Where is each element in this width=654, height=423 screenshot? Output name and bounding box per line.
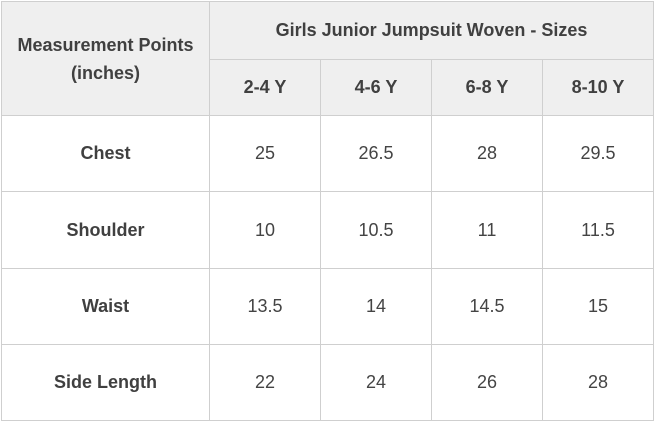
size-header: 8-10 Y: [541, 59, 654, 117]
table-cell: 10.5: [320, 191, 432, 269]
table-cell: 28: [541, 343, 654, 422]
header-row-sizes: 2-4 Y 4-6 Y 6-8 Y 8-10 Y: [2, 59, 654, 117]
table-cell: 22: [209, 343, 321, 422]
table-cell: 14.5: [431, 267, 543, 345]
measurement-units-label: (inches): [70, 62, 140, 83]
table-row: Side Length 22 24 26 28: [1, 343, 654, 422]
sizes-group-header: Girls Junior Jumpsuit Woven - Sizes: [208, 0, 654, 61]
row-label-shoulder: Shoulder: [1, 191, 210, 269]
row-label-chest: Chest: [1, 115, 210, 193]
table-cell: 11: [431, 191, 543, 269]
table-row: Waist 13.5 14 14.5 15: [1, 267, 654, 345]
size-header: 6-8 Y: [431, 59, 543, 117]
table-row: Shoulder 10 10.5 11 11.5: [1, 191, 654, 269]
table-cell: 13.5: [209, 267, 321, 345]
row-label-side-length: Side Length: [1, 343, 210, 422]
table-cell: 29.5: [541, 115, 654, 193]
size-header: 2-4 Y: [209, 59, 321, 117]
table-cell: 25: [209, 115, 321, 193]
table-cell: 26.5: [320, 115, 432, 193]
table-row: Chest 25 26.5 28 29.5: [1, 115, 654, 193]
table-cell: 24: [320, 343, 432, 422]
table-cell: 11.5: [541, 191, 654, 269]
size-header: 4-6 Y: [320, 59, 432, 117]
header-row-group: Measurement Points (inches) Girls Junior…: [1, 0, 654, 117]
table-cell: 15: [541, 267, 654, 345]
measurement-points-label: Measurement Points: [17, 34, 194, 55]
table-cell: 28: [431, 115, 543, 193]
row-label-waist: Waist: [1, 267, 210, 345]
table-cell: 14: [320, 267, 432, 345]
table-cell: 10: [209, 191, 321, 269]
table-cell: 26: [431, 343, 543, 422]
measurement-points-header: Measurement Points (inches): [1, 0, 210, 117]
